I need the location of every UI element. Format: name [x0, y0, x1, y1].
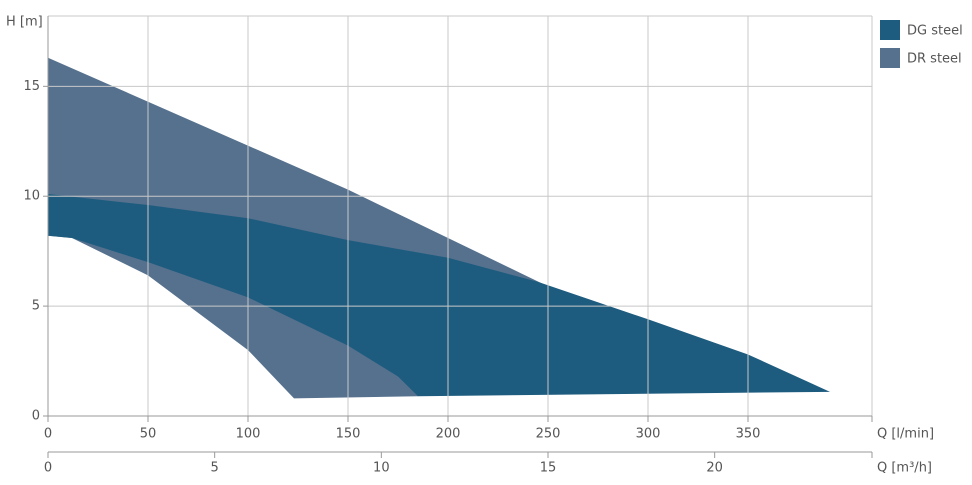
legend-label: DR steel [907, 52, 962, 67]
y-tick-label: 15 [23, 79, 40, 94]
legend-swatch [880, 48, 900, 68]
x2-tick-label: 15 [540, 461, 557, 476]
x-tick-label: 0 [44, 427, 52, 442]
x-tick-label: 200 [436, 427, 461, 442]
x-tick-label: 300 [636, 427, 661, 442]
x2-tick-label: 10 [373, 461, 390, 476]
x2-axis-label: Q [m³/h] [877, 461, 932, 476]
x-tick-label: 100 [236, 427, 261, 442]
legend-label: DG steel [907, 24, 963, 39]
y-tick-label: 10 [23, 189, 40, 204]
area [48, 194, 830, 397]
x2-tick-label: 5 [211, 461, 219, 476]
y-tick-label: 0 [32, 409, 40, 424]
x-tick-label: 350 [736, 427, 761, 442]
x-tick-label: 250 [536, 427, 561, 442]
y-axis-label: H [m] [6, 15, 43, 30]
x-tick-label: 50 [140, 427, 157, 442]
x-axis-label: Q [l/min] [877, 427, 934, 442]
x-tick-label: 150 [336, 427, 361, 442]
y-tick-label: 5 [32, 299, 40, 314]
legend-swatch [880, 20, 900, 40]
x2-tick-label: 0 [44, 461, 52, 476]
x2-tick-label: 20 [706, 461, 723, 476]
